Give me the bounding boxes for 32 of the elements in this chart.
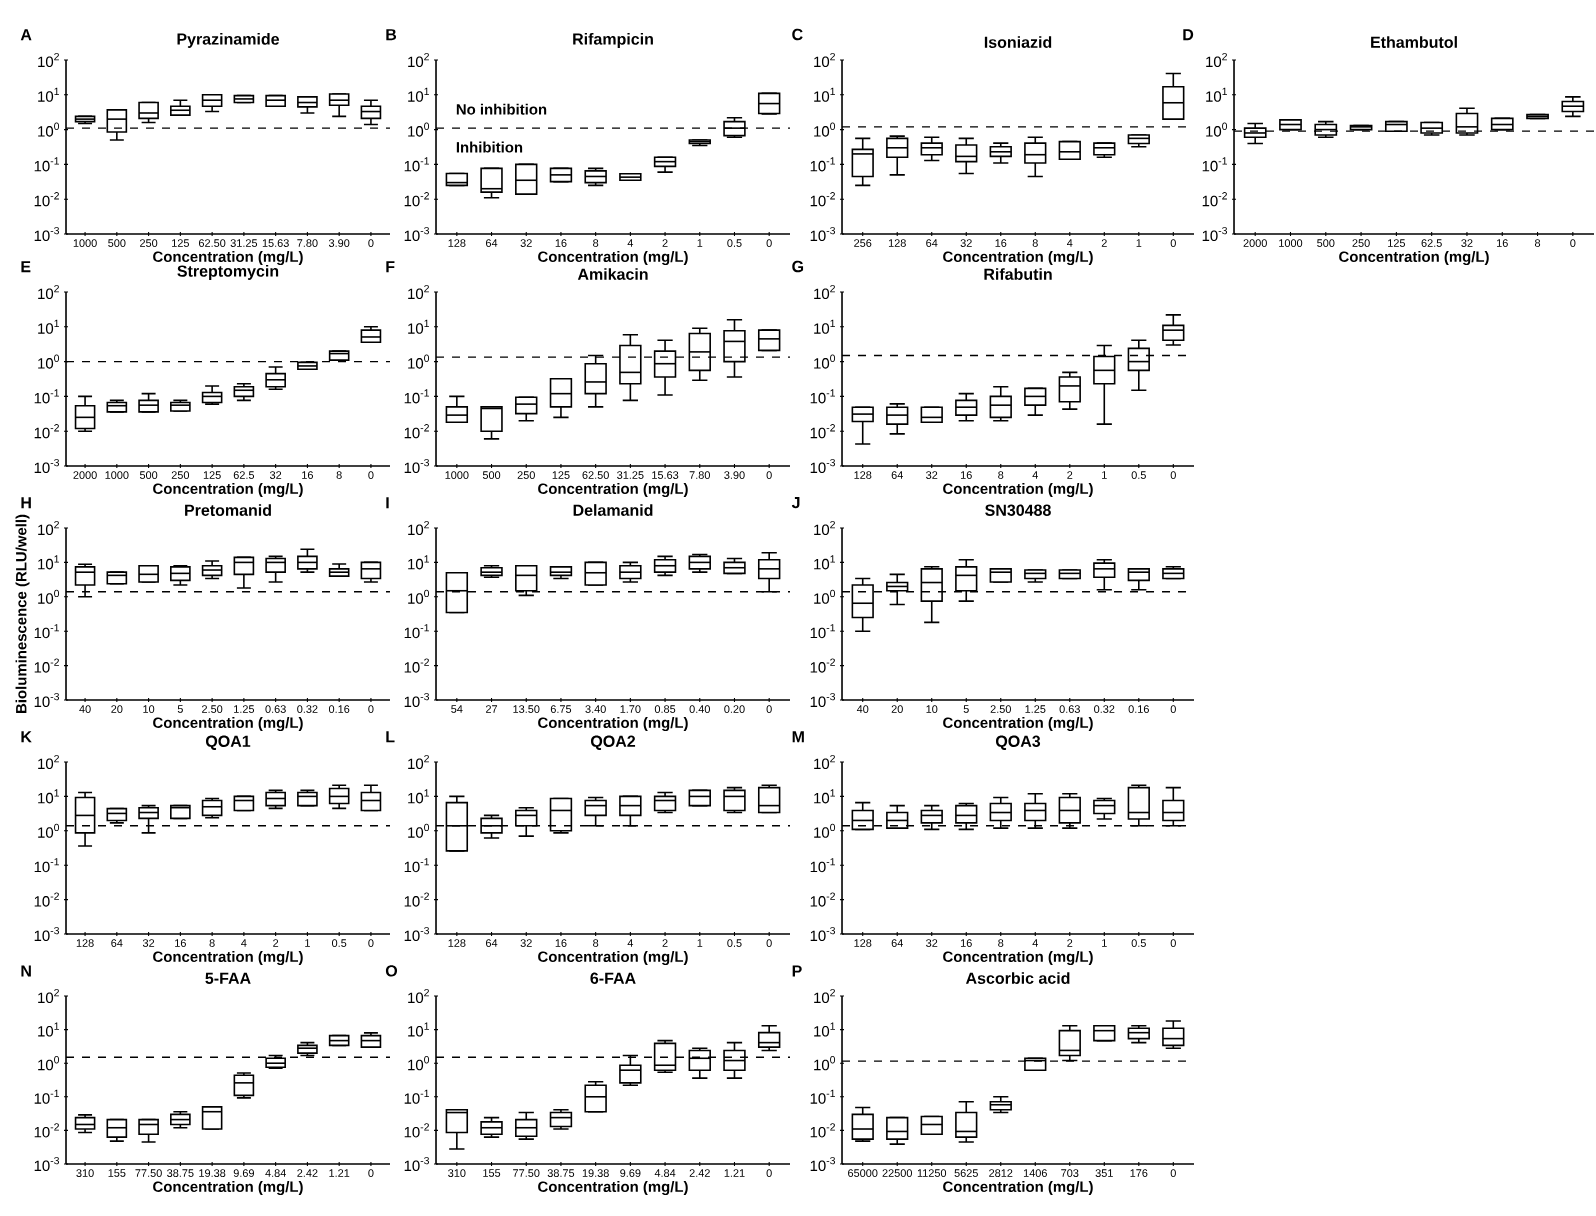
text: C bbox=[792, 28, 803, 41]
chart-title: SN30488 bbox=[985, 504, 1051, 516]
chart-title: Rifabutin bbox=[984, 268, 1052, 280]
text: G bbox=[792, 260, 804, 273]
text: P bbox=[792, 965, 802, 977]
text: I bbox=[386, 497, 389, 509]
text: D bbox=[1183, 29, 1194, 41]
chart-title: QOA1 bbox=[206, 735, 251, 750]
chart-title: Streptomycin bbox=[177, 264, 279, 280]
chart-title: Rifampicin bbox=[573, 32, 653, 48]
text: M bbox=[792, 731, 804, 743]
chart-title: Ethambutol bbox=[1371, 36, 1457, 48]
chart-title: QOA3 bbox=[996, 735, 1041, 750]
text: K bbox=[21, 731, 32, 743]
chart-title: Pyrazinamide bbox=[177, 32, 280, 48]
chart-title: Delamanid bbox=[573, 504, 653, 516]
chart-title: Ascorbic acid bbox=[965, 972, 1070, 984]
text: F bbox=[386, 261, 395, 273]
text: H bbox=[21, 497, 31, 509]
chart-title: Isoniazid bbox=[984, 36, 1052, 48]
text: J bbox=[791, 497, 800, 509]
text: A bbox=[20, 29, 32, 41]
chart-title: 6-FAA bbox=[590, 972, 636, 984]
chart-title: Amikacin bbox=[577, 268, 648, 280]
text: O bbox=[385, 965, 398, 977]
text: L bbox=[386, 731, 395, 743]
text: N bbox=[21, 965, 31, 977]
text: E bbox=[21, 261, 31, 273]
chart-title: 5-FAA bbox=[205, 972, 251, 984]
chart-title: Pretomanid bbox=[185, 504, 271, 516]
text: B bbox=[386, 29, 397, 41]
chart-title: QOA2 bbox=[591, 735, 636, 750]
